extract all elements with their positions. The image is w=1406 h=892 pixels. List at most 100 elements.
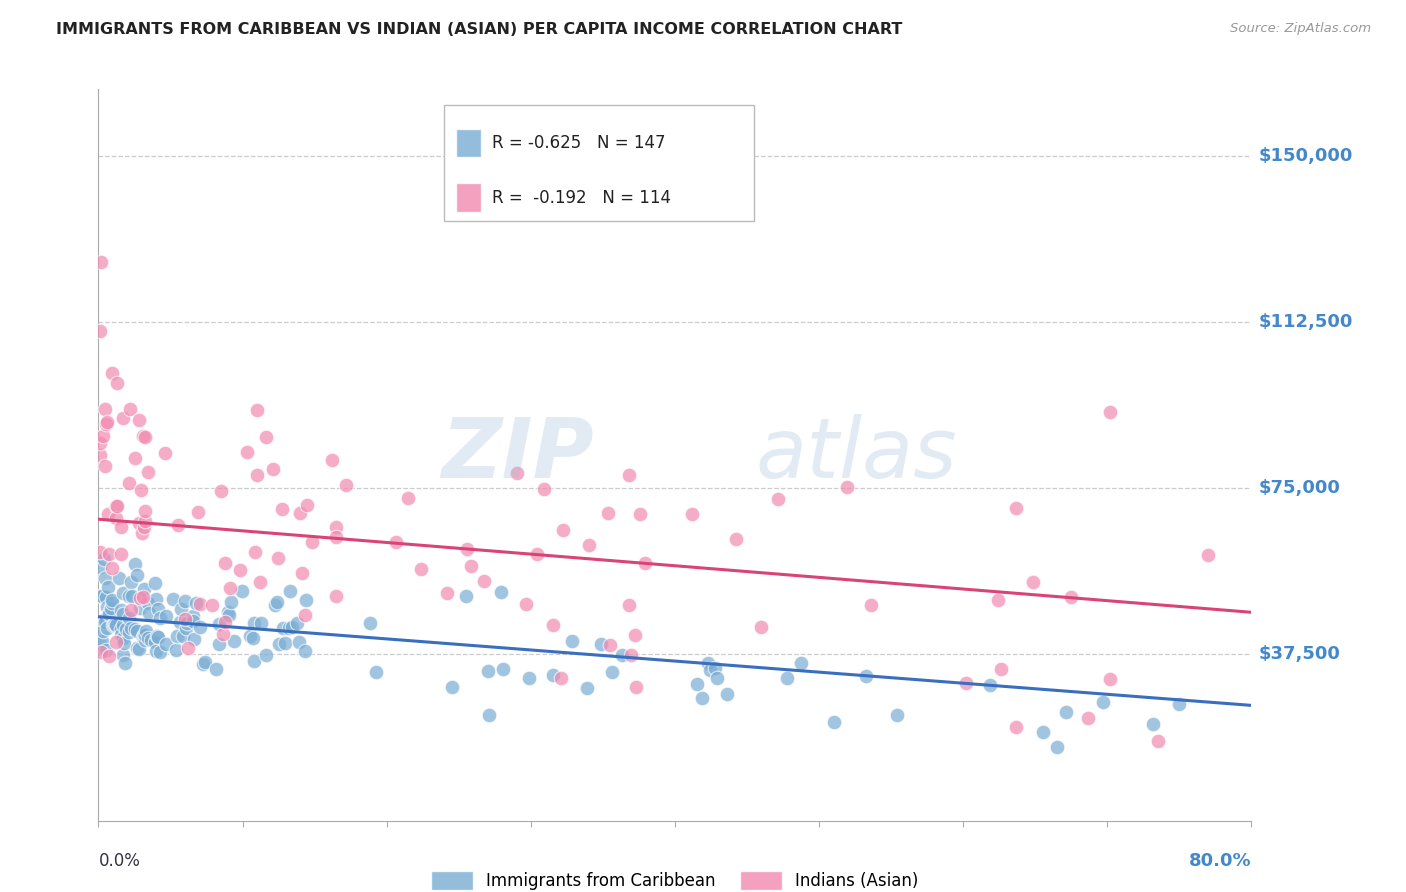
Point (145, 643, 167, 657)
Point (187, 506, 209, 520)
Point (955, 676, 977, 690)
Point (136, 466, 159, 480)
Text: R = -0.625   N = 147: R = -0.625 N = 147 (492, 134, 665, 153)
Point (128, 516, 150, 531)
Point (610, 648, 633, 663)
Point (155, 637, 177, 651)
Point (101, 592, 124, 607)
Point (886, 708, 908, 723)
Point (111, 648, 134, 662)
Point (94, 417, 117, 432)
Point (214, 615, 236, 629)
Point (280, 620, 302, 634)
Point (325, 520, 347, 534)
Point (165, 643, 187, 657)
Text: $75,000: $75,000 (1258, 479, 1340, 497)
Point (167, 517, 190, 532)
Point (94, 458, 117, 473)
Point (105, 499, 128, 513)
Point (396, 491, 419, 506)
Point (541, 667, 564, 681)
Point (112, 636, 135, 650)
Point (149, 611, 172, 625)
Point (89, 545, 111, 559)
Point (441, 680, 464, 694)
Point (1060, 591, 1083, 605)
Legend: Immigrants from Caribbean, Indians (Asian): Immigrants from Caribbean, Indians (Asia… (425, 863, 925, 892)
Point (103, 616, 125, 631)
Point (294, 644, 316, 658)
Point (526, 547, 548, 561)
Point (1077, 710, 1099, 724)
Point (254, 648, 277, 662)
Point (89, 448, 111, 462)
Point (517, 671, 540, 685)
Point (242, 654, 264, 668)
Point (515, 597, 537, 611)
Point (790, 657, 813, 671)
Point (134, 628, 156, 642)
Point (249, 575, 271, 590)
Point (91, 589, 114, 603)
Point (120, 621, 142, 635)
Text: $112,500: $112,500 (1258, 313, 1353, 331)
Point (120, 401, 142, 416)
Point (553, 523, 575, 537)
Point (411, 562, 433, 576)
Point (294, 607, 316, 622)
Point (620, 648, 643, 662)
Point (295, 498, 318, 512)
Text: atlas: atlas (755, 415, 957, 495)
Point (173, 611, 195, 625)
Point (117, 589, 139, 603)
Point (112, 410, 135, 425)
Point (125, 568, 148, 582)
Point (492, 662, 515, 676)
Point (200, 598, 222, 612)
Point (172, 629, 194, 643)
Point (472, 574, 495, 589)
Point (491, 585, 513, 599)
Point (533, 482, 555, 496)
Point (121, 589, 143, 603)
Point (766, 491, 789, 506)
Point (359, 616, 381, 631)
Point (96, 621, 118, 635)
Point (325, 589, 347, 603)
Point (271, 621, 294, 635)
Point (97, 581, 120, 595)
Point (837, 479, 859, 493)
Point (478, 707, 501, 722)
Point (125, 624, 148, 638)
Point (267, 637, 290, 651)
Point (624, 627, 647, 641)
Point (128, 642, 150, 657)
Point (134, 514, 156, 528)
Point (132, 628, 155, 642)
Point (90, 254, 112, 268)
Point (236, 444, 259, 458)
Point (90, 645, 112, 659)
Point (1142, 717, 1164, 731)
Point (321, 452, 343, 467)
Point (243, 544, 266, 558)
Point (599, 638, 621, 652)
Point (271, 501, 294, 516)
Point (273, 636, 295, 650)
Point (325, 530, 347, 544)
Point (194, 655, 217, 669)
Point (98, 607, 121, 622)
Point (105, 635, 128, 649)
Point (91, 634, 114, 648)
Point (96, 415, 118, 429)
Point (93, 402, 115, 417)
Point (114, 656, 136, 670)
Point (91, 429, 114, 443)
Point (162, 592, 184, 607)
Point (699, 664, 721, 678)
Point (384, 535, 406, 549)
Point (143, 635, 166, 649)
Point (211, 627, 233, 641)
Point (222, 633, 245, 648)
Point (110, 628, 132, 642)
